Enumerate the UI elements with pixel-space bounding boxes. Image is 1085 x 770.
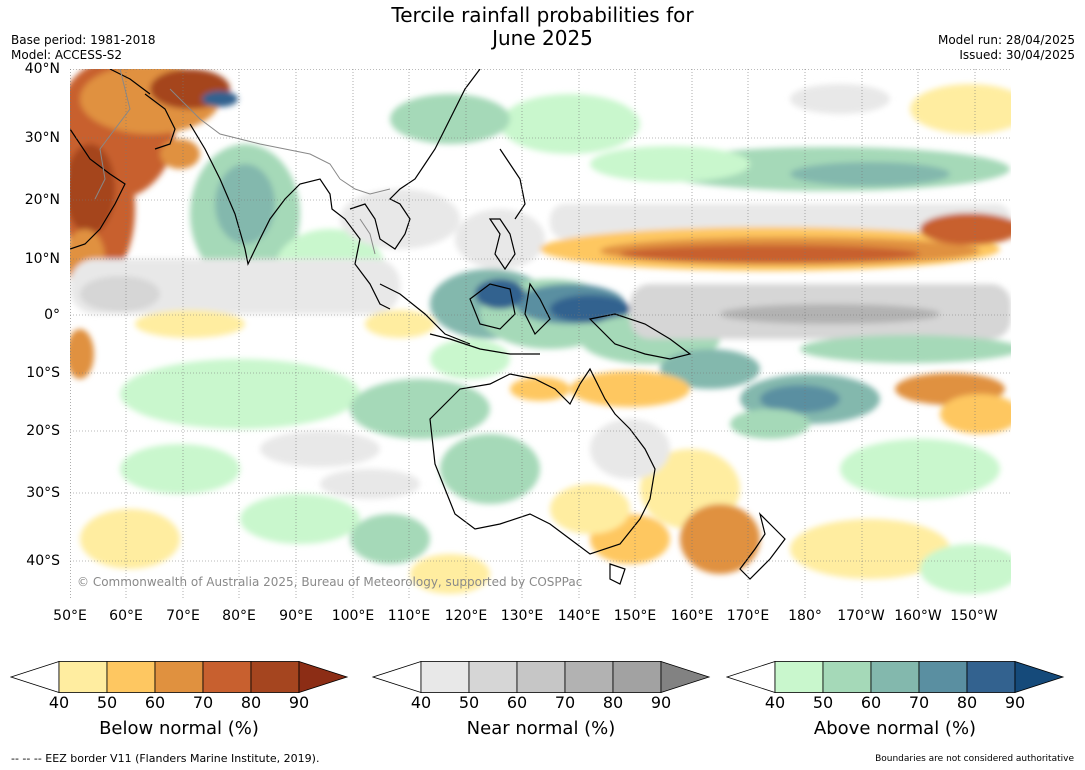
copyright-notice: © Commonwealth of Australia 2025, Bureau… — [77, 575, 582, 589]
meta-right: Model run: 28/04/2025 Issued: 30/04/2025 — [938, 33, 1075, 63]
lon-label: 150°E — [613, 608, 657, 624]
probability-fields — [70, 69, 1011, 594]
colorbar-segment — [918, 661, 968, 693]
colorbar-low-extension — [10, 661, 60, 693]
lon-label: 70°E — [166, 608, 200, 624]
graticule — [70, 69, 1011, 599]
below-tick: 60 — [144, 693, 166, 712]
below-tick: 80 — [240, 693, 262, 712]
below-tick: 70 — [192, 693, 214, 712]
title-line-2: June 2025 — [492, 26, 593, 50]
model-name: Model: ACCESS-S2 — [11, 48, 123, 62]
near-tick: 80 — [602, 693, 624, 712]
rainfall-probability-map: © Commonwealth of Australia 2025, Bureau… — [70, 69, 1011, 599]
lon-label: 120°E — [444, 608, 488, 624]
colorbar-low-extension — [726, 661, 776, 693]
colorbar-segment — [870, 661, 920, 693]
above-tick: 90 — [1004, 693, 1026, 712]
colorbar-segment — [106, 661, 156, 693]
issued-date: Issued: 30/04/2025 — [959, 48, 1075, 62]
near-normal-title: Near normal (%) — [466, 718, 616, 739]
colorbar-segment — [966, 661, 1016, 693]
lon-label: 140°E — [557, 608, 601, 624]
lon-label: 150°W — [950, 608, 998, 624]
colorbar-segment — [822, 661, 872, 693]
above-tick: 80 — [956, 693, 978, 712]
near-tick: 60 — [506, 693, 528, 712]
lon-label: 180° — [788, 608, 822, 624]
colorbar-segment — [58, 661, 108, 693]
colorbar-high-extension — [298, 661, 349, 693]
lat-label: 30°N — [24, 130, 60, 146]
colorbar-segment — [250, 661, 300, 693]
eez-border-note: -- -- -- EEZ border V11 (Flanders Marine… — [11, 752, 320, 765]
colorbar-segment — [202, 661, 252, 693]
lon-label: 60°E — [109, 608, 143, 624]
meta-left: Base period: 1981-2018 Model: ACCESS-S2 — [11, 33, 156, 63]
above-tick: 50 — [812, 693, 834, 712]
below-tick: 90 — [288, 693, 310, 712]
below-tick: 40 — [48, 693, 70, 712]
base-period: Base period: 1981-2018 — [11, 33, 156, 47]
below-normal-title: Below normal (%) — [99, 718, 259, 739]
lon-label: 170°W — [837, 608, 885, 624]
above-normal-title: Above normal (%) — [813, 718, 977, 739]
near-tick: 90 — [650, 693, 672, 712]
lon-label: 130°E — [500, 608, 544, 624]
boundary-note: Boundaries are not considered authoritat… — [875, 754, 1074, 764]
below-tick: 50 — [96, 693, 118, 712]
lon-label: 100°E — [331, 608, 375, 624]
lat-label: 40°S — [26, 553, 60, 569]
title-line-1: Tercile rainfall probabilities for — [391, 3, 694, 27]
near-tick: 40 — [410, 693, 432, 712]
map-title: Tercile rainfall probabilities for June … — [0, 4, 1085, 50]
lat-label: 20°S — [26, 423, 60, 439]
near-tick: 70 — [554, 693, 576, 712]
lat-label: 30°S — [26, 485, 60, 501]
lon-label: 50°E — [53, 608, 87, 624]
lon-label: 170°E — [726, 608, 770, 624]
colorbar-high-extension — [1014, 661, 1065, 693]
colorbar-segment — [774, 661, 824, 693]
colorbar-segment — [154, 661, 204, 693]
colorbar-segment — [516, 661, 566, 693]
coastlines — [70, 69, 786, 585]
lon-label: 110°E — [387, 608, 431, 624]
colorbar-segment — [564, 661, 614, 693]
lat-label: 10°S — [26, 365, 60, 381]
country-borders — [94, 69, 391, 255]
lon-label: 90°E — [279, 608, 313, 624]
lon-label: 160°W — [894, 608, 942, 624]
model-run: Model run: 28/04/2025 — [937, 33, 1075, 47]
lon-label: 160°E — [670, 608, 714, 624]
colorbar-high-extension — [660, 661, 711, 693]
lat-label: 20°N — [24, 192, 60, 208]
above-tick: 40 — [764, 693, 786, 712]
below-normal-colorbar — [10, 661, 349, 693]
colorbar-segment — [612, 661, 662, 693]
colorbar-low-extension — [372, 661, 422, 693]
colorbar-segment — [420, 661, 470, 693]
lat-label: 10°N — [24, 251, 60, 267]
near-normal-colorbar — [372, 661, 711, 693]
colorbar-segment — [468, 661, 518, 693]
above-tick: 60 — [860, 693, 882, 712]
near-tick: 50 — [458, 693, 480, 712]
lon-label: 80°E — [222, 608, 256, 624]
above-normal-colorbar — [726, 661, 1065, 693]
above-tick: 70 — [908, 693, 930, 712]
lat-label: 0° — [44, 307, 60, 323]
lat-label: 40°N — [24, 61, 60, 77]
